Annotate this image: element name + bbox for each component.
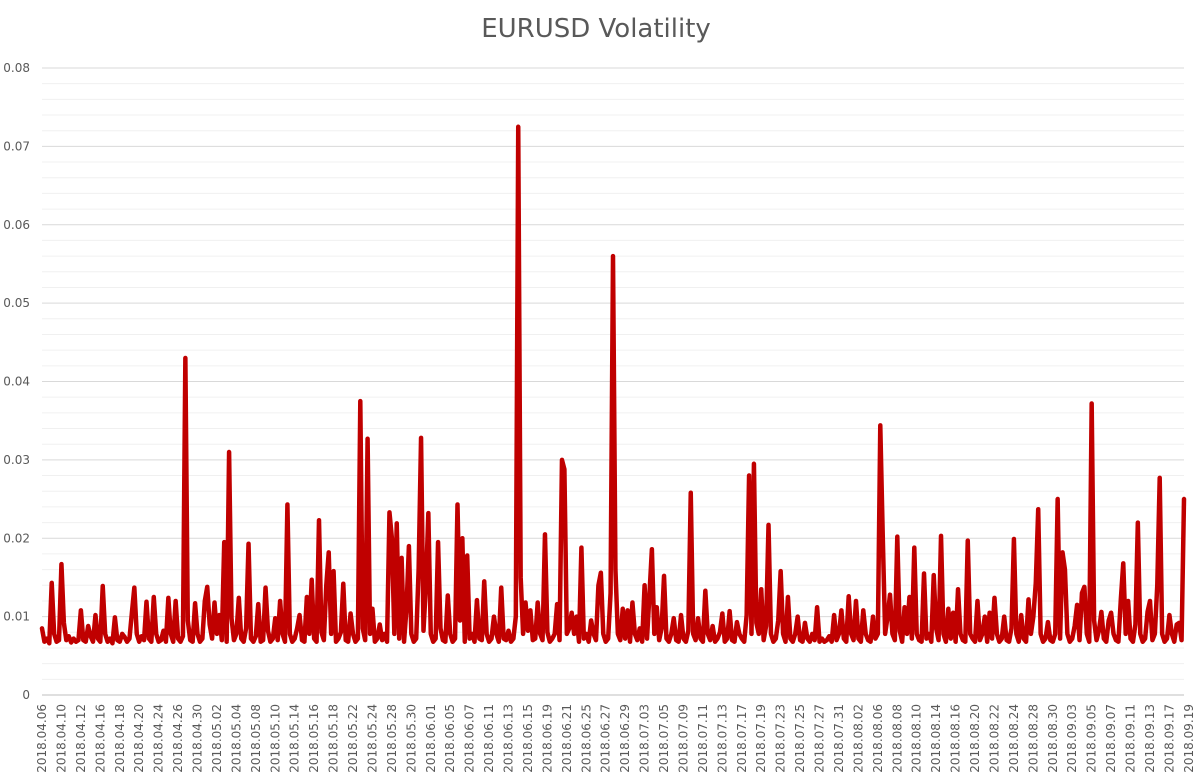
- x-tick-label: 2018.08.16: [949, 704, 963, 773]
- x-tick-label: 2018.09.03: [1065, 704, 1079, 773]
- x-tick-label: 2018.09.07: [1104, 704, 1118, 773]
- y-tick-label: 0: [22, 688, 30, 702]
- x-tick-label: 2018.06.11: [482, 704, 496, 773]
- x-tick-label: 2018.04.06: [35, 704, 49, 773]
- x-tick-label: 2018.06.19: [540, 704, 554, 773]
- x-tick-label: 2018.06.27: [599, 704, 613, 773]
- x-tick-label: 2018.06.01: [424, 704, 438, 773]
- x-tick-label: 2018.07.09: [676, 704, 690, 773]
- x-tick-label: 2018.06.13: [502, 704, 516, 773]
- y-tick-label: 0.07: [3, 139, 30, 153]
- x-tick-label: 2018.05.16: [307, 704, 321, 773]
- x-tick-label: 2018.07.03: [638, 704, 652, 773]
- y-tick-label: 0.04: [3, 375, 30, 389]
- x-tick-label: 2018.08.08: [890, 704, 904, 773]
- series-layer: [39, 124, 1187, 646]
- y-tick-label: 0.06: [3, 218, 30, 232]
- x-tick-label: 2018.05.30: [404, 704, 418, 773]
- x-tick-label: 2018.07.31: [832, 704, 846, 773]
- x-tick-label: 2018.04.16: [93, 704, 107, 773]
- x-tick-label: 2018.09.05: [1085, 704, 1099, 773]
- x-tick-label: 2018.06.05: [443, 704, 457, 773]
- x-axis: 2018.04.06 2018.04.10 2018.04.12 2018.04.16…: [35, 704, 1193, 773]
- x-tick-label: 2018.06.15: [521, 704, 535, 773]
- x-tick-label: 2018.08.24: [1007, 704, 1021, 773]
- x-tick-label: 2018.04.18: [113, 704, 127, 773]
- y-tick-label: 0.05: [3, 296, 30, 310]
- x-tick-label: 2018.07.17: [735, 704, 749, 773]
- x-tick-label: 2018.07.23: [774, 704, 788, 773]
- x-tick-label: 2018.07.05: [657, 704, 671, 773]
- y-tick-label: 0.02: [3, 531, 30, 545]
- x-tick-label: 2018.07.25: [793, 704, 807, 773]
- y-tick-label: 0.03: [3, 453, 30, 467]
- x-tick-label: 2018.04.12: [74, 704, 88, 773]
- x-tick-label: 2018.04.20: [132, 704, 146, 773]
- y-tick-label: 0.01: [3, 610, 30, 624]
- x-tick-label: 2018.04.26: [171, 704, 185, 773]
- x-tick-label: 2018.08.22: [987, 704, 1001, 773]
- x-tick-label: 2018.08.30: [1046, 704, 1060, 773]
- x-tick-label: 2018.08.02: [851, 704, 865, 773]
- x-tick-label: 2018.05.02: [210, 704, 224, 773]
- x-tick-label: 2018.05.08: [249, 704, 263, 773]
- x-tick-label: 2018.05.04: [229, 704, 243, 773]
- x-tick-label: 2018.05.24: [365, 704, 379, 773]
- x-tick-label: 2018.06.29: [618, 704, 632, 773]
- x-tick-label: 2018.09.19: [1182, 704, 1193, 773]
- x-tick-label: 2018.08.28: [1026, 704, 1040, 773]
- x-tick-label: 2018.08.10: [910, 704, 924, 773]
- x-tick-label: 2018.05.10: [268, 704, 282, 773]
- x-tick-label: 2018.05.28: [385, 704, 399, 773]
- series-line: [39, 124, 1187, 646]
- x-tick-label: 2018.09.17: [1162, 704, 1176, 773]
- x-tick-label: 2018.06.25: [579, 704, 593, 773]
- x-tick-label: 2018.06.07: [463, 704, 477, 773]
- x-tick-label: 2018.05.18: [327, 704, 341, 773]
- x-tick-label: 2018.04.10: [54, 704, 68, 773]
- x-tick-label: 2018.07.19: [754, 704, 768, 773]
- x-tick-label: 2018.09.11: [1124, 704, 1138, 773]
- x-tick-label: 2018.05.22: [346, 704, 360, 773]
- x-tick-label: 2018.04.30: [191, 704, 205, 773]
- x-tick-label: 2018.06.21: [560, 704, 574, 773]
- y-tick-label: 0.08: [3, 61, 30, 75]
- x-tick-label: 2018.08.20: [968, 704, 982, 773]
- x-tick-label: 2018.07.13: [715, 704, 729, 773]
- x-tick-label: 2018.09.13: [1143, 704, 1157, 773]
- x-tick-label: 2018.08.06: [871, 704, 885, 773]
- x-tick-label: 2018.07.27: [813, 704, 827, 773]
- y-axis: 0 0.01 0.02 0.03 0.04 0.05 0.06 0.07 0.08: [3, 61, 30, 702]
- x-tick-label: 2018.08.14: [929, 704, 943, 773]
- x-tick-label: 2018.04.24: [152, 704, 166, 773]
- x-tick-label: 2018.07.11: [696, 704, 710, 773]
- chart-title: EURUSD Volatility: [481, 14, 711, 44]
- x-tick-label: 2018.05.14: [288, 704, 302, 773]
